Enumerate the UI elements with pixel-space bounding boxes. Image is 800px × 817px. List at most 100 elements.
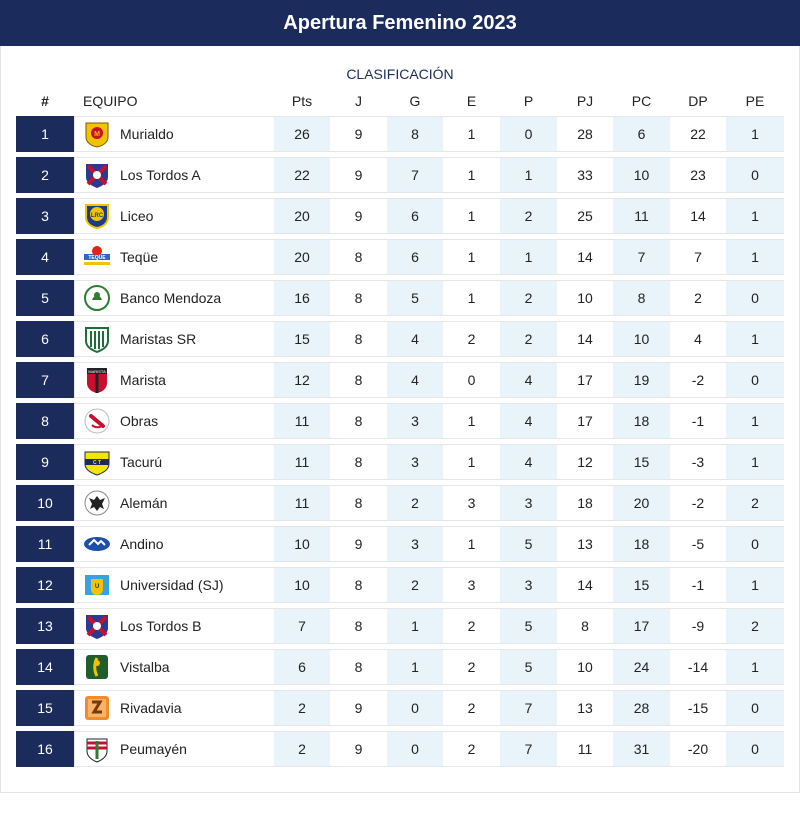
aleman-eagle-crest-icon bbox=[83, 489, 111, 517]
position-cell: 3 bbox=[16, 198, 74, 234]
stat-cell-pe: 1 bbox=[726, 445, 784, 479]
position-cell: 16 bbox=[16, 731, 74, 767]
position-cell: 4 bbox=[16, 239, 74, 275]
stat-cell-pc: 24 bbox=[613, 650, 670, 684]
stat-cell-pc: 11 bbox=[613, 199, 670, 233]
col-header-pc: PC bbox=[631, 93, 652, 109]
col-header-g: G bbox=[409, 93, 421, 109]
stat-cell-pe: 1 bbox=[726, 568, 784, 602]
stat-cell-j: 8 bbox=[354, 331, 363, 347]
stat-cell-pj: 28 bbox=[577, 126, 593, 142]
stat-cell-pe: 1 bbox=[726, 240, 784, 274]
svg-text:MARISTA: MARISTA bbox=[88, 369, 106, 374]
stat-cell-p: 4 bbox=[500, 404, 557, 438]
col-header-p: P bbox=[523, 93, 534, 109]
stat-cell-e: 1 bbox=[467, 536, 476, 552]
stat-cell-j: 8 bbox=[354, 249, 363, 265]
stat-cell-g: 1 bbox=[387, 609, 443, 643]
stat-cell-pc: 10 bbox=[613, 158, 670, 192]
stat-cell-dp: -20 bbox=[687, 741, 709, 757]
stat-cell-pts: 20 bbox=[274, 199, 330, 233]
stat-cell-pc: 6 bbox=[613, 117, 670, 151]
stat-cell-dp: -2 bbox=[691, 372, 705, 388]
stat-cell-g: 0 bbox=[387, 691, 443, 725]
universidad-sj-shield-icon: U bbox=[83, 571, 111, 599]
obras-crest-icon bbox=[83, 407, 111, 435]
stat-cell-pc: 8 bbox=[613, 281, 670, 315]
position-cell: 13 bbox=[16, 608, 74, 644]
team-name: Rivadavia bbox=[120, 700, 182, 716]
table-row: 7 MARISTA Marista 12 8 4 0 4 17 19 -2 0 bbox=[16, 362, 784, 398]
stat-cell-e: 1 bbox=[467, 290, 476, 306]
stat-cell-pj: 10 bbox=[577, 290, 593, 306]
stat-cell-pts: 12 bbox=[274, 363, 330, 397]
stat-cell-e: 3 bbox=[467, 495, 476, 511]
stat-cell-pc: 17 bbox=[613, 609, 670, 643]
team-name: Vistalba bbox=[120, 659, 170, 675]
team-name: Los Tordos B bbox=[120, 618, 202, 634]
stat-cell-g: 6 bbox=[387, 199, 443, 233]
stat-cell-pts: 11 bbox=[274, 445, 330, 479]
stat-cell-e: 3 bbox=[467, 577, 476, 593]
stat-cell-j: 8 bbox=[354, 495, 363, 511]
table-row: 1 M Murialdo 26 9 8 1 0 28 6 22 1 bbox=[16, 116, 784, 152]
stat-cell-e: 2 bbox=[467, 331, 476, 347]
stat-cell-pe: 0 bbox=[726, 527, 784, 561]
position-cell: 11 bbox=[16, 526, 74, 562]
stat-cell-g: 1 bbox=[387, 650, 443, 684]
stat-cell-e: 1 bbox=[467, 167, 476, 183]
stat-cell-pts: 10 bbox=[274, 568, 330, 602]
stat-cell-j: 8 bbox=[354, 413, 363, 429]
stat-cell-dp: 23 bbox=[690, 167, 706, 183]
banco-mendoza-crest-icon bbox=[83, 284, 111, 312]
stat-cell-j: 8 bbox=[354, 372, 363, 388]
stat-cell-g: 6 bbox=[387, 240, 443, 274]
standings-subtitle: CLASIFICACIÓN bbox=[346, 66, 454, 82]
stat-cell-g: 8 bbox=[387, 117, 443, 151]
stat-cell-pe: 0 bbox=[726, 158, 784, 192]
stat-cell-pe: 1 bbox=[726, 404, 784, 438]
stat-cell-g: 0 bbox=[387, 732, 443, 766]
stat-cell-p: 0 bbox=[500, 117, 557, 151]
vistalba-shield-icon bbox=[83, 653, 111, 681]
stat-cell-p: 5 bbox=[500, 609, 557, 643]
svg-text:LRC: LRC bbox=[91, 213, 104, 219]
stat-cell-e: 1 bbox=[467, 126, 476, 142]
position-cell: 15 bbox=[16, 690, 74, 726]
stat-cell-p: 1 bbox=[500, 240, 557, 274]
teque-logo-icon: TEQÜE bbox=[83, 243, 111, 271]
stat-cell-pe: 2 bbox=[726, 609, 784, 643]
stat-cell-pj: 8 bbox=[581, 618, 589, 634]
marista-shield-icon: MARISTA bbox=[83, 366, 111, 394]
stat-cell-p: 5 bbox=[500, 650, 557, 684]
stat-cell-j: 9 bbox=[354, 536, 363, 552]
svg-text:U: U bbox=[95, 584, 99, 590]
stat-cell-pj: 14 bbox=[577, 331, 593, 347]
team-name: Liceo bbox=[120, 208, 154, 224]
stat-cell-g: 3 bbox=[387, 445, 443, 479]
stat-cell-j: 8 bbox=[354, 618, 363, 634]
stat-cell-g: 4 bbox=[387, 363, 443, 397]
andino-logo-icon bbox=[83, 530, 111, 558]
stat-cell-g: 7 bbox=[387, 158, 443, 192]
stat-cell-pe: 0 bbox=[726, 691, 784, 725]
stat-cell-e: 2 bbox=[467, 741, 476, 757]
stat-cell-j: 9 bbox=[354, 167, 363, 183]
col-header-pe: PE bbox=[745, 93, 765, 109]
col-header-position: # bbox=[41, 93, 49, 109]
team-name: Alemán bbox=[120, 495, 168, 511]
position-cell: 1 bbox=[16, 116, 74, 152]
col-header-pts: Pts bbox=[291, 93, 313, 109]
rivadavia-shield-icon bbox=[83, 694, 111, 722]
stat-cell-j: 9 bbox=[354, 741, 363, 757]
stat-cell-e: 1 bbox=[467, 454, 476, 470]
position-cell: 7 bbox=[16, 362, 74, 398]
page-title: Apertura Femenino 2023 bbox=[0, 0, 800, 46]
stat-cell-p: 3 bbox=[500, 486, 557, 520]
stat-cell-pts: 22 bbox=[274, 158, 330, 192]
stat-cell-pts: 2 bbox=[274, 691, 330, 725]
stat-cell-e: 0 bbox=[467, 372, 476, 388]
team-name: Banco Mendoza bbox=[120, 290, 222, 306]
stat-cell-pj: 18 bbox=[577, 495, 593, 511]
stat-cell-dp: -1 bbox=[691, 413, 705, 429]
